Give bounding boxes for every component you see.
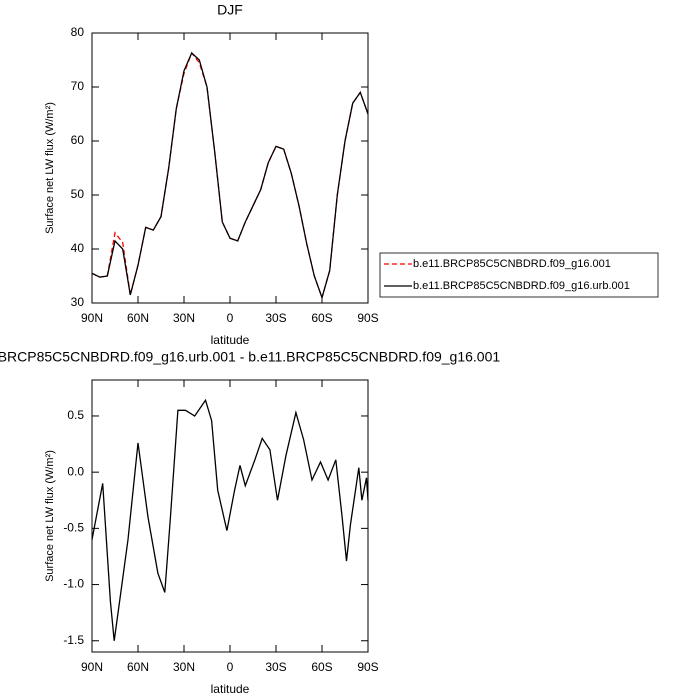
data-line [91,398,369,641]
y-axis-label: Surface net LW flux (W/m²) [44,102,56,234]
y-tick-label: 50 [71,187,85,201]
legend-label: b.e11.BRCP85C5CNBDRD.f09_g16.urb.001 [413,280,630,292]
x-tick-label: 90S [357,660,378,674]
data-line [91,51,369,300]
x-tick-label: 90S [357,311,378,325]
x-tick-label: 90N [81,660,103,674]
x-tick-label: 30S [265,660,286,674]
y-tick-label: 70 [71,79,85,93]
x-axis-label: latitude [211,333,250,347]
x-tick-label: 60N [127,311,149,325]
y-tick-label: 60 [71,133,85,147]
plot-frame [91,379,369,653]
x-tick-label: 30N [173,311,195,325]
y-axis-label: Surface net LW flux (W/m²) [44,450,56,582]
x-tick-label: 30S [265,311,286,325]
legend-label: b.e11.BRCP85C5CNBDRD.f09_g16.001 [413,258,611,270]
y-tick-label: 80 [71,25,85,39]
plot-frame [91,32,369,304]
y-tick-label: -1.0 [63,577,84,591]
y-tick-label: 40 [71,241,85,255]
x-tick-label: 60S [311,311,332,325]
x-axis-label: latitude [211,682,250,696]
y-tick-label: 0.5 [67,408,84,422]
x-tick-label: 30N [173,660,195,674]
legend-box [379,252,659,298]
y-tick-label: -0.5 [63,521,84,535]
y-tick-label: 30 [71,295,85,309]
x-tick-label: 90N [81,311,103,325]
x-tick-label: 0 [227,311,234,325]
chart-title: b.e11.BRCP85C5CNBDRD.f09_g16.urb.001 - b… [0,349,500,365]
chart-title: DJF [217,2,243,18]
x-tick-label: 60S [311,660,332,674]
x-tick-label: 0 [227,660,234,674]
y-tick-label: -1.5 [63,633,84,647]
y-tick-label: 0.0 [67,464,84,478]
data-line [91,51,369,300]
x-tick-label: 60N [127,660,149,674]
